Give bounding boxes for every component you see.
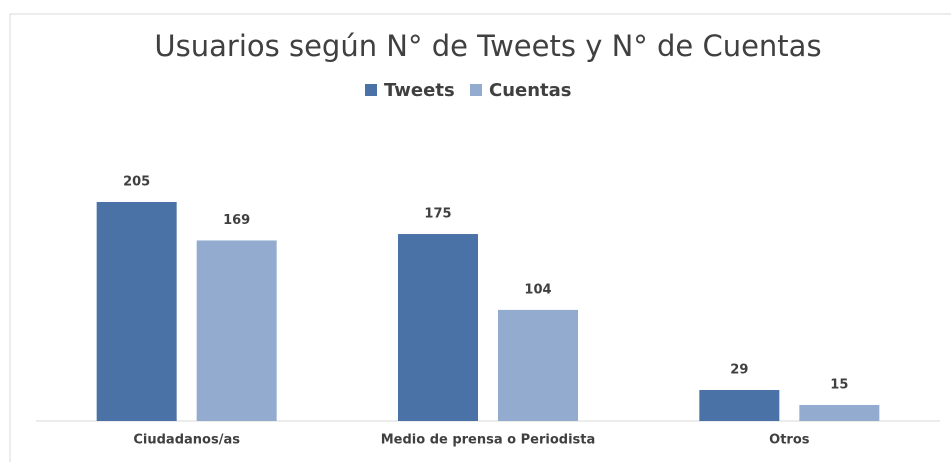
legend-label: Cuentas — [489, 80, 572, 101]
chart-frame — [9, 13, 951, 462]
bar — [498, 309, 578, 421]
bar — [699, 390, 780, 421]
bar — [398, 234, 478, 421]
bar — [799, 404, 880, 421]
value-label: 169 — [223, 213, 250, 228]
x-tick-label: Otros — [769, 433, 810, 448]
value-label: 104 — [524, 282, 551, 297]
x-tick-label: Ciudadanos/as — [133, 433, 240, 448]
x-tick-label: Medio de prensa o Periodista — [381, 433, 596, 448]
legend-label: Tweets — [384, 80, 455, 101]
legend-swatch — [365, 84, 377, 96]
chart-title: Usuarios según N° de Tweets y N° de Cuen… — [154, 29, 821, 63]
value-label: 205 — [123, 175, 150, 190]
legend-swatch — [470, 84, 482, 96]
bar — [196, 240, 277, 421]
value-label: 15 — [830, 377, 848, 392]
value-label: 175 — [424, 207, 451, 222]
value-label: 29 — [730, 363, 748, 378]
bar — [96, 202, 177, 421]
